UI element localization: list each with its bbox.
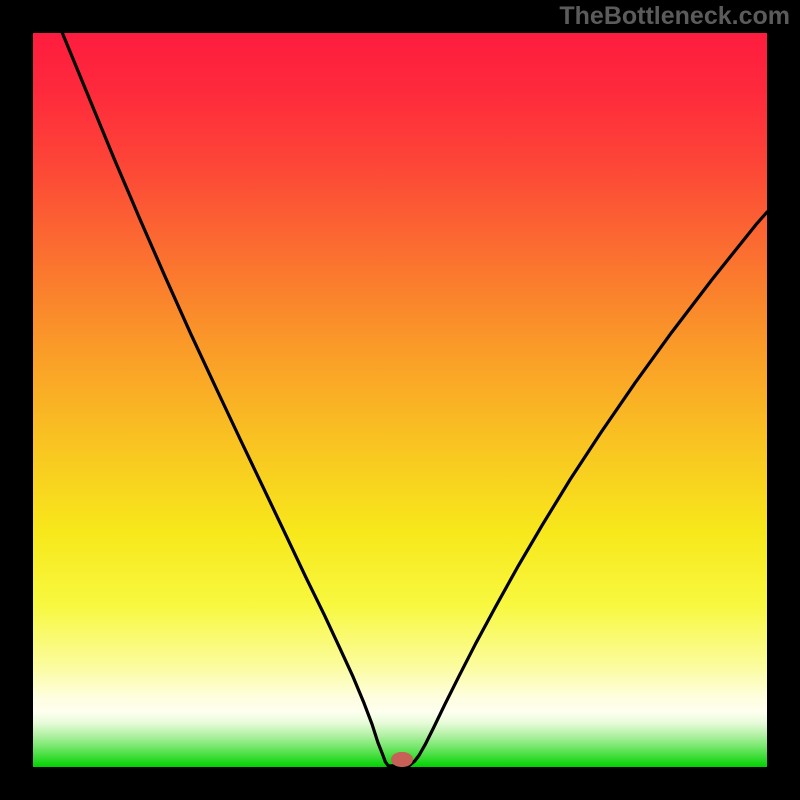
bottleneck-curve [62,33,767,766]
watermark-text: TheBottleneck.com [559,2,790,31]
chart-frame: TheBottleneck.com [0,0,800,800]
curve-layer [33,33,767,767]
min-marker [391,752,413,767]
plot-area [33,33,767,767]
